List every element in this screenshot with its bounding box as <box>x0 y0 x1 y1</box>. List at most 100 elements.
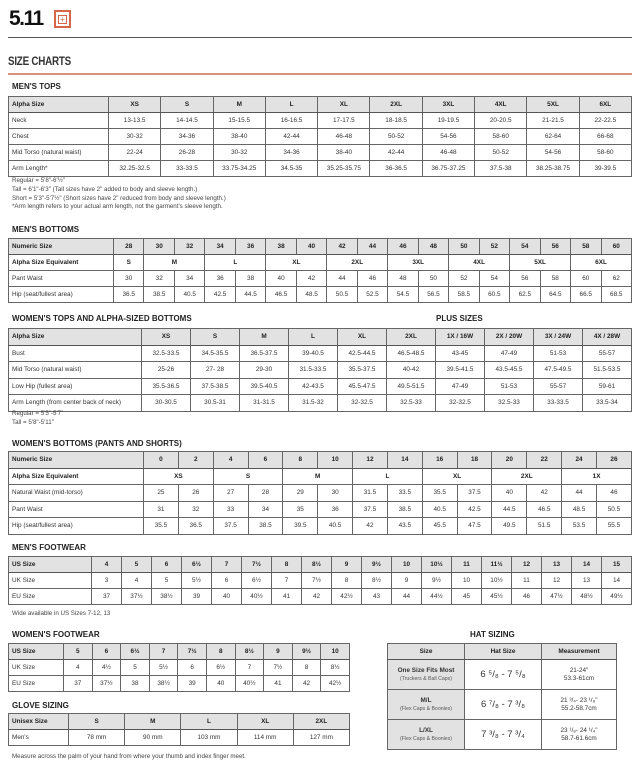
table-cell: 6 <box>177 659 207 676</box>
header-cell: 6½ <box>181 556 212 573</box>
row-label: Alpha Size <box>8 96 109 113</box>
header-cell: 14 <box>571 556 602 573</box>
table-cell: 37.5 <box>456 484 493 502</box>
mens-bottoms-table: Numeric Size 28 30 32 34 36 38 40 42 44 46 48 50 52 54… <box>8 238 632 303</box>
table-cell: 29 <box>282 484 319 502</box>
header-cell: 60 <box>600 238 632 255</box>
mens-footwear-title: MEN'S FOOTWEAR <box>12 543 86 552</box>
hat-size-value: 6 ⁵/₈ - 7 ⁵/₈ <box>464 659 542 690</box>
header-cell: 12 <box>352 451 388 469</box>
table-cell: 48 <box>387 270 419 287</box>
table-cell: 36.5 <box>112 286 145 303</box>
table-cell: 114 mm <box>236 729 294 746</box>
header-cell: 22 <box>526 451 563 469</box>
table-cell: 22-24 <box>107 144 162 161</box>
hat-size-cell: M/L (Flex Caps & Boonies) <box>387 689 465 720</box>
table-cell: 56.5 <box>417 286 450 303</box>
note: Tall = 5'8"-5'11" <box>12 418 54 426</box>
table-cell: 52.5 <box>356 286 389 303</box>
header-cell: 2X / 20W <box>484 328 534 346</box>
header-cell: XL <box>236 713 294 730</box>
header-cell: 4X / 28W <box>582 328 632 346</box>
size-sub: (Flex Caps & Boonies) <box>400 735 452 742</box>
table-row: Mid Torso (natural waist) 25-26 27- 28 29-3… <box>8 361 632 379</box>
table-cell: 37 <box>63 675 93 692</box>
table-cell: 7½ <box>301 572 332 589</box>
row-label: Numeric Size <box>8 451 144 469</box>
table-cell: 14 <box>601 572 632 589</box>
table-cell: 14-14.5 <box>160 112 214 129</box>
table-cell: 30.5-31 <box>190 394 240 412</box>
table-cell: 15-15.5 <box>212 112 266 129</box>
header-cell: 28 <box>112 238 145 255</box>
header-cell: 54 <box>509 238 541 255</box>
table-cell: S <box>112 254 145 271</box>
size-label: L/XL <box>419 726 433 734</box>
brand-badge-icon: + <box>54 10 71 28</box>
mens-bottoms-title: MEN'S BOTTOMS <box>12 225 80 234</box>
table-cell: 32.5-33 <box>484 394 534 412</box>
womens-bottoms-title: WOMEN'S BOTTOMS (PANTS AND SHORTS) <box>12 439 182 448</box>
table-cell: 49½ <box>601 588 632 605</box>
row-label: Hip (seat/fullest area) <box>8 517 144 535</box>
table-cell: 54-56 <box>526 144 580 161</box>
table-cell: 34-36 <box>160 128 214 145</box>
header-row: Numeric Size 28 30 32 34 36 38 40 42 44 46 48 50 52 54… <box>8 238 632 255</box>
title-divider <box>8 73 632 75</box>
note: *Arm length refers to your actual arm le… <box>12 203 223 211</box>
header-cell: XS <box>107 96 162 113</box>
row-label: UK Size <box>8 572 92 589</box>
header-cell: 50 <box>448 238 480 255</box>
table-cell: 29-30 <box>239 361 289 379</box>
header-cell: M <box>124 713 182 730</box>
header-cell: M <box>212 96 266 113</box>
header-cell: 13 <box>541 556 572 573</box>
table-cell: 33.5-34 <box>582 394 632 412</box>
header-cell: 7 <box>148 643 179 660</box>
table-cell: 38-40 <box>212 128 266 145</box>
header-cell: 16 <box>421 451 458 469</box>
table-cell: 37.5 <box>212 517 249 535</box>
table-cell: 44 <box>391 588 422 605</box>
table-row: Arm Length (from center back of neck) 30-… <box>8 394 632 412</box>
table-cell: 40 <box>491 484 528 502</box>
table-cell: 31 <box>143 500 179 518</box>
header-row: US Size 4 5 6 6½ 7 7½ 8 8½ 9 9½ 10 10½ 11 11½ 12 13 14 15 <box>8 556 632 573</box>
table-cell: 36.75-37.25 <box>421 160 476 177</box>
table-cell: 37.5 <box>352 500 388 518</box>
table-cell: 21-21.5 <box>526 112 580 129</box>
header-cell: 6XL <box>578 96 633 113</box>
hat-sizing-table: Size Hat Size Measurement One Size Fits … <box>387 643 617 750</box>
row-label: Low Hip (fullest area) <box>8 377 142 395</box>
header-cell: 8 <box>205 643 236 660</box>
table-cell: 33.5 <box>386 484 423 502</box>
row-label: Natural Waist (mid-torso) <box>8 484 144 502</box>
table-cell: 31-31.5 <box>239 394 289 412</box>
table-cell: 35.5-36.5 <box>141 377 191 395</box>
header-cell: 9½ <box>291 643 322 660</box>
hat-size-value: 6 ⁷/₈ - 7 ³/₈ <box>464 689 542 720</box>
table-row: Hip (seat/fullest area) 36.5 38.5 40.5 42.5 4… <box>8 286 632 303</box>
table-cell: 27- 28 <box>190 361 240 379</box>
header-cell: Size <box>387 643 465 660</box>
table-cell: 36 <box>204 270 236 287</box>
header-cell: 0 <box>143 451 179 469</box>
table-cell: 55.5 <box>595 517 633 535</box>
table-cell: 39-39.5 <box>578 160 633 177</box>
womens-tops-title: WOMEN'S TOPS AND ALPHA-SIZED BOTTOMS <box>12 314 192 323</box>
header-row: Alpha Size XS S M L XL 2XL 3XL 4XL 5XL 6XL <box>8 96 633 113</box>
table-cell: L <box>352 467 423 485</box>
table-cell: 42.5-44.5 <box>337 344 387 362</box>
table-cell: 5½ <box>148 659 179 676</box>
size-label: M/L <box>420 696 432 704</box>
table-cell: 51.5-53.5 <box>582 361 632 379</box>
hat-size-value: 7 ³/₈ - 7 ³/₄ <box>464 719 542 750</box>
measurement-in: 23 ¹/₈- 24 ¹/₄" <box>560 726 598 734</box>
table-cell: 31.5-33.5 <box>288 361 338 379</box>
table-cell: 46 <box>511 588 542 605</box>
table-cell: XS <box>143 467 214 485</box>
header-cell: 9 <box>263 643 293 660</box>
table-cell: 54-56 <box>421 128 476 145</box>
header-cell: S <box>160 96 214 113</box>
table-cell: 8½ <box>361 572 392 589</box>
